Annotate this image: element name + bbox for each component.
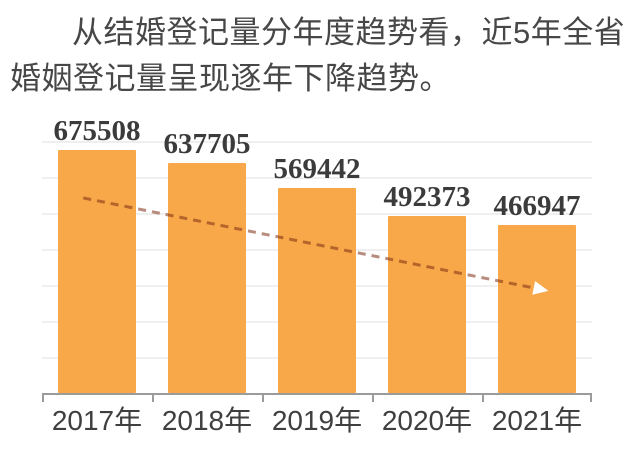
- bar-2020年: [388, 215, 466, 393]
- bar-value-label: 466947: [493, 189, 581, 222]
- bar-value-label: 492373: [383, 180, 471, 213]
- bar-2019年: [278, 188, 356, 393]
- caption: 从结婚登记量分年度趋势看，近5年全省 婚姻登记量呈现逐年下降趋势。: [10, 10, 626, 102]
- bar-column-2018年: 637705: [152, 128, 262, 393]
- x-axis-tick: [482, 395, 484, 402]
- bar-column-2021年: 466947: [482, 141, 592, 393]
- x-axis-tick: [590, 395, 592, 402]
- x-axis-tick: [152, 395, 154, 402]
- x-axis-tick: [42, 395, 44, 402]
- bar-value-label: 569442: [273, 153, 361, 186]
- x-axis-label-2020年: 2020年: [381, 405, 473, 436]
- bar-chart-plot-area: 675508 637705 569442 492373 466947: [42, 115, 592, 402]
- bar-column-2020年: 492373: [372, 141, 482, 393]
- bar-2018年: [168, 163, 246, 393]
- x-axis-label-2017年: 2017年: [51, 405, 143, 436]
- bar-value-label: 675508: [53, 114, 141, 147]
- bar-column-2017年: 675508: [42, 115, 152, 393]
- x-axis-tick: [262, 395, 264, 402]
- caption-line-2: 婚姻登记量呈现逐年下降趋势。: [10, 61, 451, 96]
- x-axis-label-2019年: 2019年: [271, 405, 363, 436]
- x-axis-label-2018年: 2018年: [161, 405, 253, 436]
- bar-2017年: [58, 149, 136, 393]
- bar-value-label: 637705: [163, 128, 251, 161]
- bar-column-2019年: 569442: [262, 141, 372, 393]
- x-axis-labels: 2017年 2018年 2019年 2020年 2021年: [42, 399, 592, 436]
- bar-2021年: [498, 224, 576, 393]
- x-axis-tick: [372, 395, 374, 402]
- caption-line-1: 从结婚登记量分年度趋势看，近5年全省: [72, 15, 626, 50]
- x-axis-label-2021年: 2021年: [491, 405, 583, 436]
